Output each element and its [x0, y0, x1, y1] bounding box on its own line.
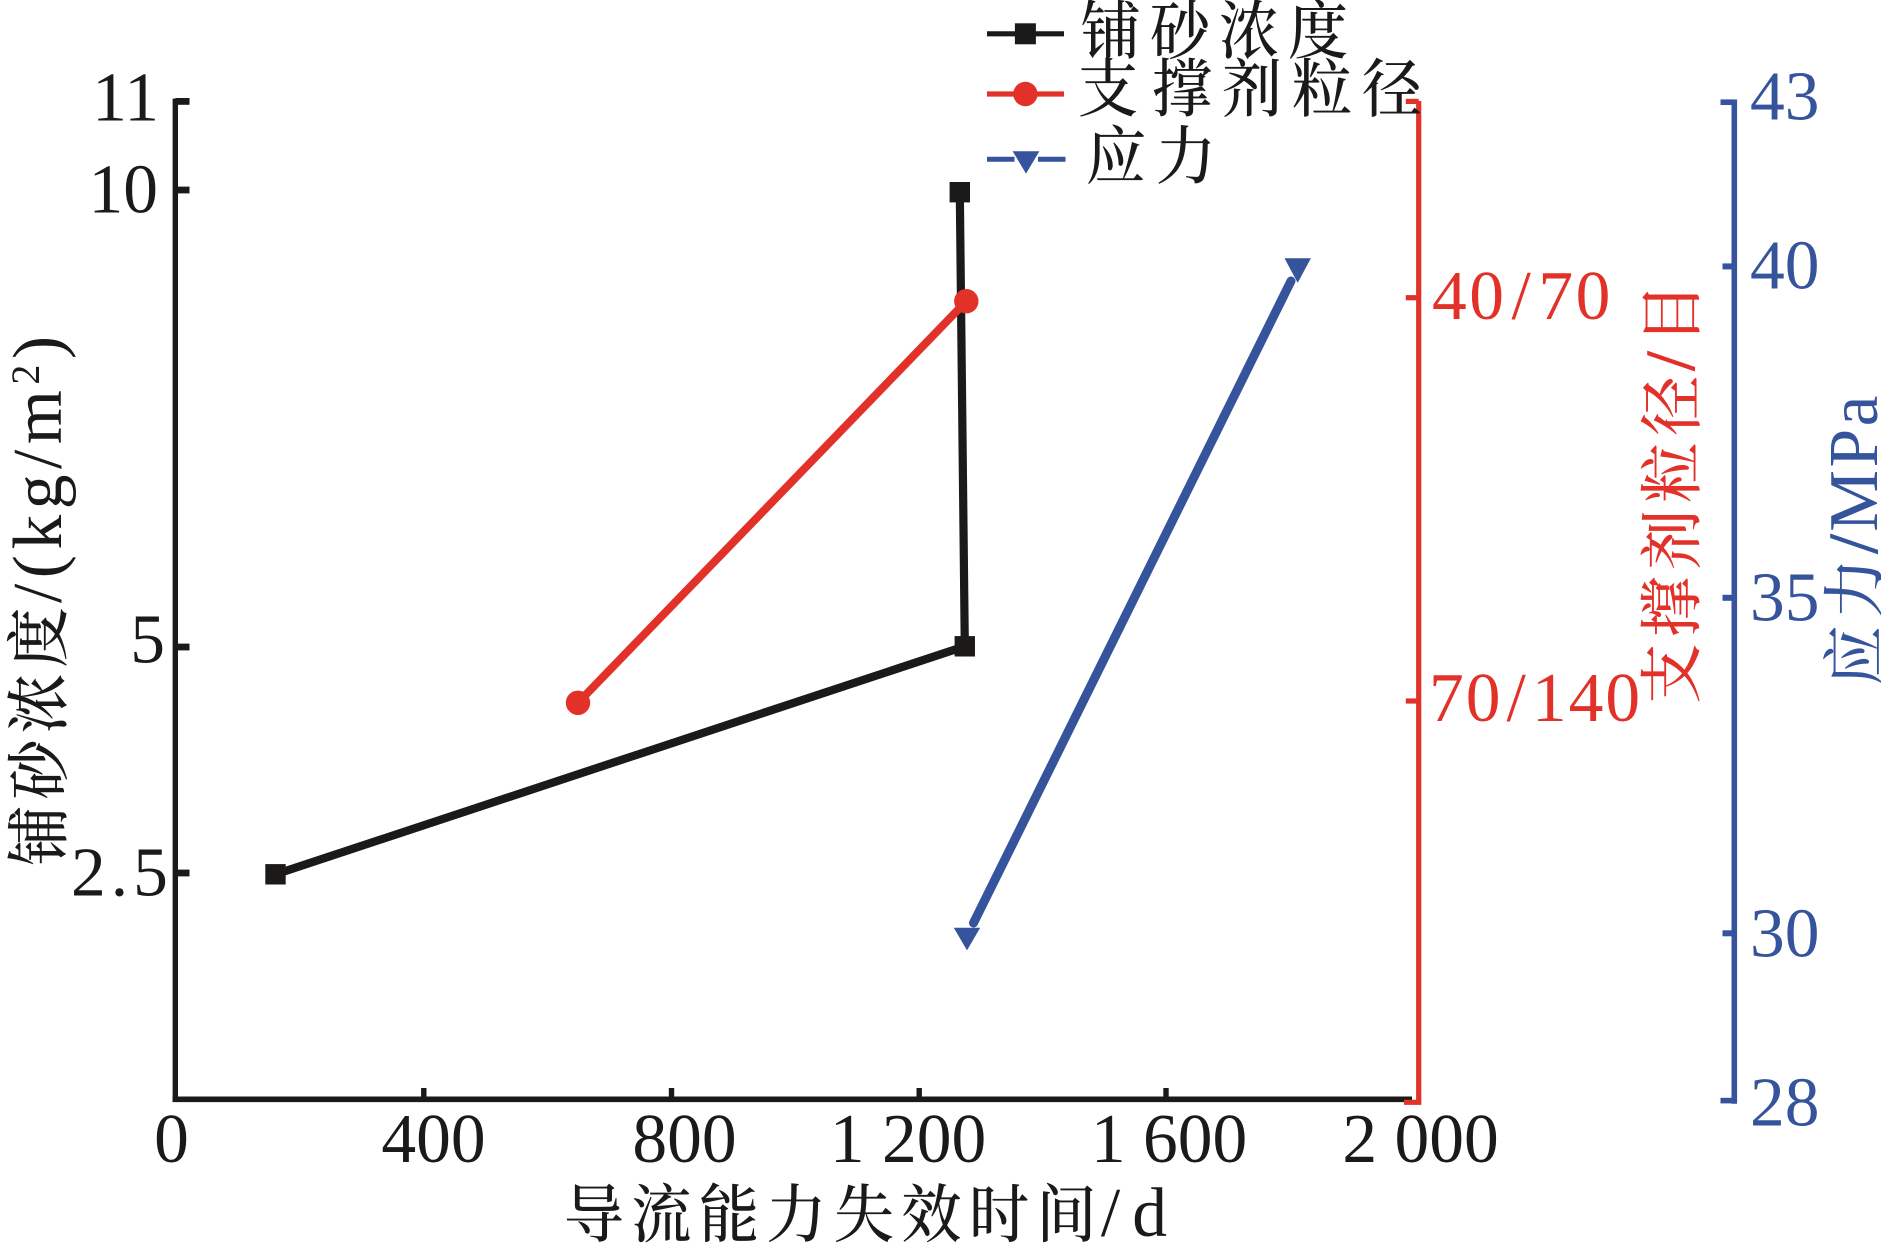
svg-text:/d: /d	[1101, 1175, 1179, 1249]
svg-text:2.5: 2.5	[71, 835, 173, 912]
svg-text:43: 43	[1750, 59, 1820, 136]
svg-text:40/70: 40/70	[1432, 258, 1613, 335]
svg-text:/: /	[1633, 351, 1710, 371]
svg-text:10: 10	[89, 152, 159, 229]
svg-text:28: 28	[1750, 1065, 1820, 1142]
svg-text:35: 35	[1750, 560, 1820, 637]
svg-text:30: 30	[1750, 896, 1820, 973]
svg-text:1 600: 1 600	[1091, 1101, 1247, 1178]
svg-text:40: 40	[1750, 228, 1820, 305]
svg-text:/MPa: /MPa	[1816, 393, 1881, 554]
svg-text:800: 800	[632, 1101, 736, 1178]
svg-text:70/140: 70/140	[1429, 660, 1642, 737]
svg-text:0: 0	[154, 1101, 189, 1178]
svg-text:400: 400	[381, 1101, 485, 1178]
svg-text:5: 5	[130, 602, 165, 679]
svg-text:2 000: 2 000	[1342, 1101, 1498, 1178]
svg-text:11: 11	[92, 60, 159, 137]
svg-text:1 200: 1 200	[830, 1101, 986, 1178]
